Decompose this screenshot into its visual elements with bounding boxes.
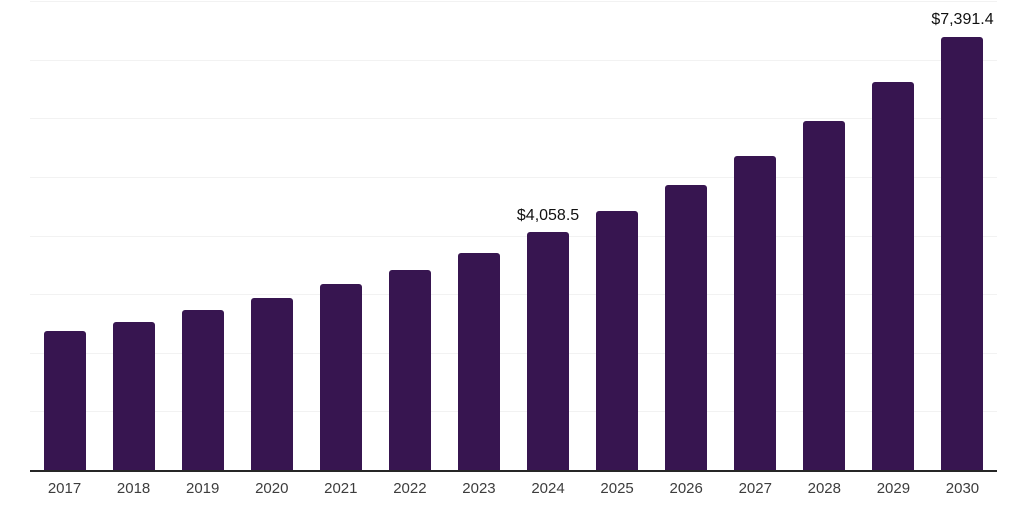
bar-2024 <box>527 232 570 470</box>
bar-value-label-2030: $7,391.4 <box>931 11 994 29</box>
gridline-6000 <box>30 118 997 120</box>
x-axis-label-2026: 2026 <box>669 480 703 497</box>
bar-value-label-2024: $4,058.5 <box>516 206 580 224</box>
bar-2019 <box>181 309 224 470</box>
bar-2023 <box>457 252 500 470</box>
x-axis-label-2029: 2029 <box>876 480 911 497</box>
bar-2026 <box>665 184 708 470</box>
x-axis-label-2022: 2022 <box>393 480 427 497</box>
bar-2020 <box>250 297 293 470</box>
bar-2027 <box>734 156 777 470</box>
bar-2028 <box>803 120 846 470</box>
bar-2022 <box>388 269 431 470</box>
gridline-2000 <box>30 352 997 354</box>
bar-2025 <box>596 211 639 470</box>
x-axis-label-2017: 2017 <box>47 480 82 497</box>
gridline-3000 <box>30 294 997 296</box>
gridline-8000 <box>30 1 997 2</box>
gridline-7000 <box>30 59 997 61</box>
bar-2029 <box>872 81 915 470</box>
gridline-5000 <box>30 176 997 178</box>
bar-2017 <box>43 331 86 470</box>
x-axis-label-2019: 2019 <box>185 480 220 497</box>
x-axis-label-2018: 2018 <box>116 480 151 497</box>
x-axis-label-2021: 2021 <box>324 480 358 497</box>
bar-2021 <box>319 283 362 470</box>
plot-area: $4,058.5 $7,391.4 <box>30 1 997 472</box>
gridline-1000 <box>30 411 997 413</box>
x-axis-line <box>30 470 997 472</box>
gridline-4000 <box>30 235 997 237</box>
x-axis-label-2025: 2025 <box>600 480 634 497</box>
bar-2018 <box>112 321 155 470</box>
x-axis-label-2028: 2028 <box>807 480 841 497</box>
x-axis-label-2024: 2024 <box>531 480 565 497</box>
x-axis-labels: 2017 2018 2019 2020 2021 2022 2023 2024 2025 2026… <box>30 472 997 504</box>
x-axis-label-2030: 2030 <box>945 480 980 497</box>
x-axis-label-2023: 2023 <box>462 480 496 497</box>
bar-2030 <box>941 36 984 470</box>
x-axis-label-2027: 2027 <box>738 480 772 497</box>
x-axis-label-2020: 2020 <box>255 480 289 497</box>
